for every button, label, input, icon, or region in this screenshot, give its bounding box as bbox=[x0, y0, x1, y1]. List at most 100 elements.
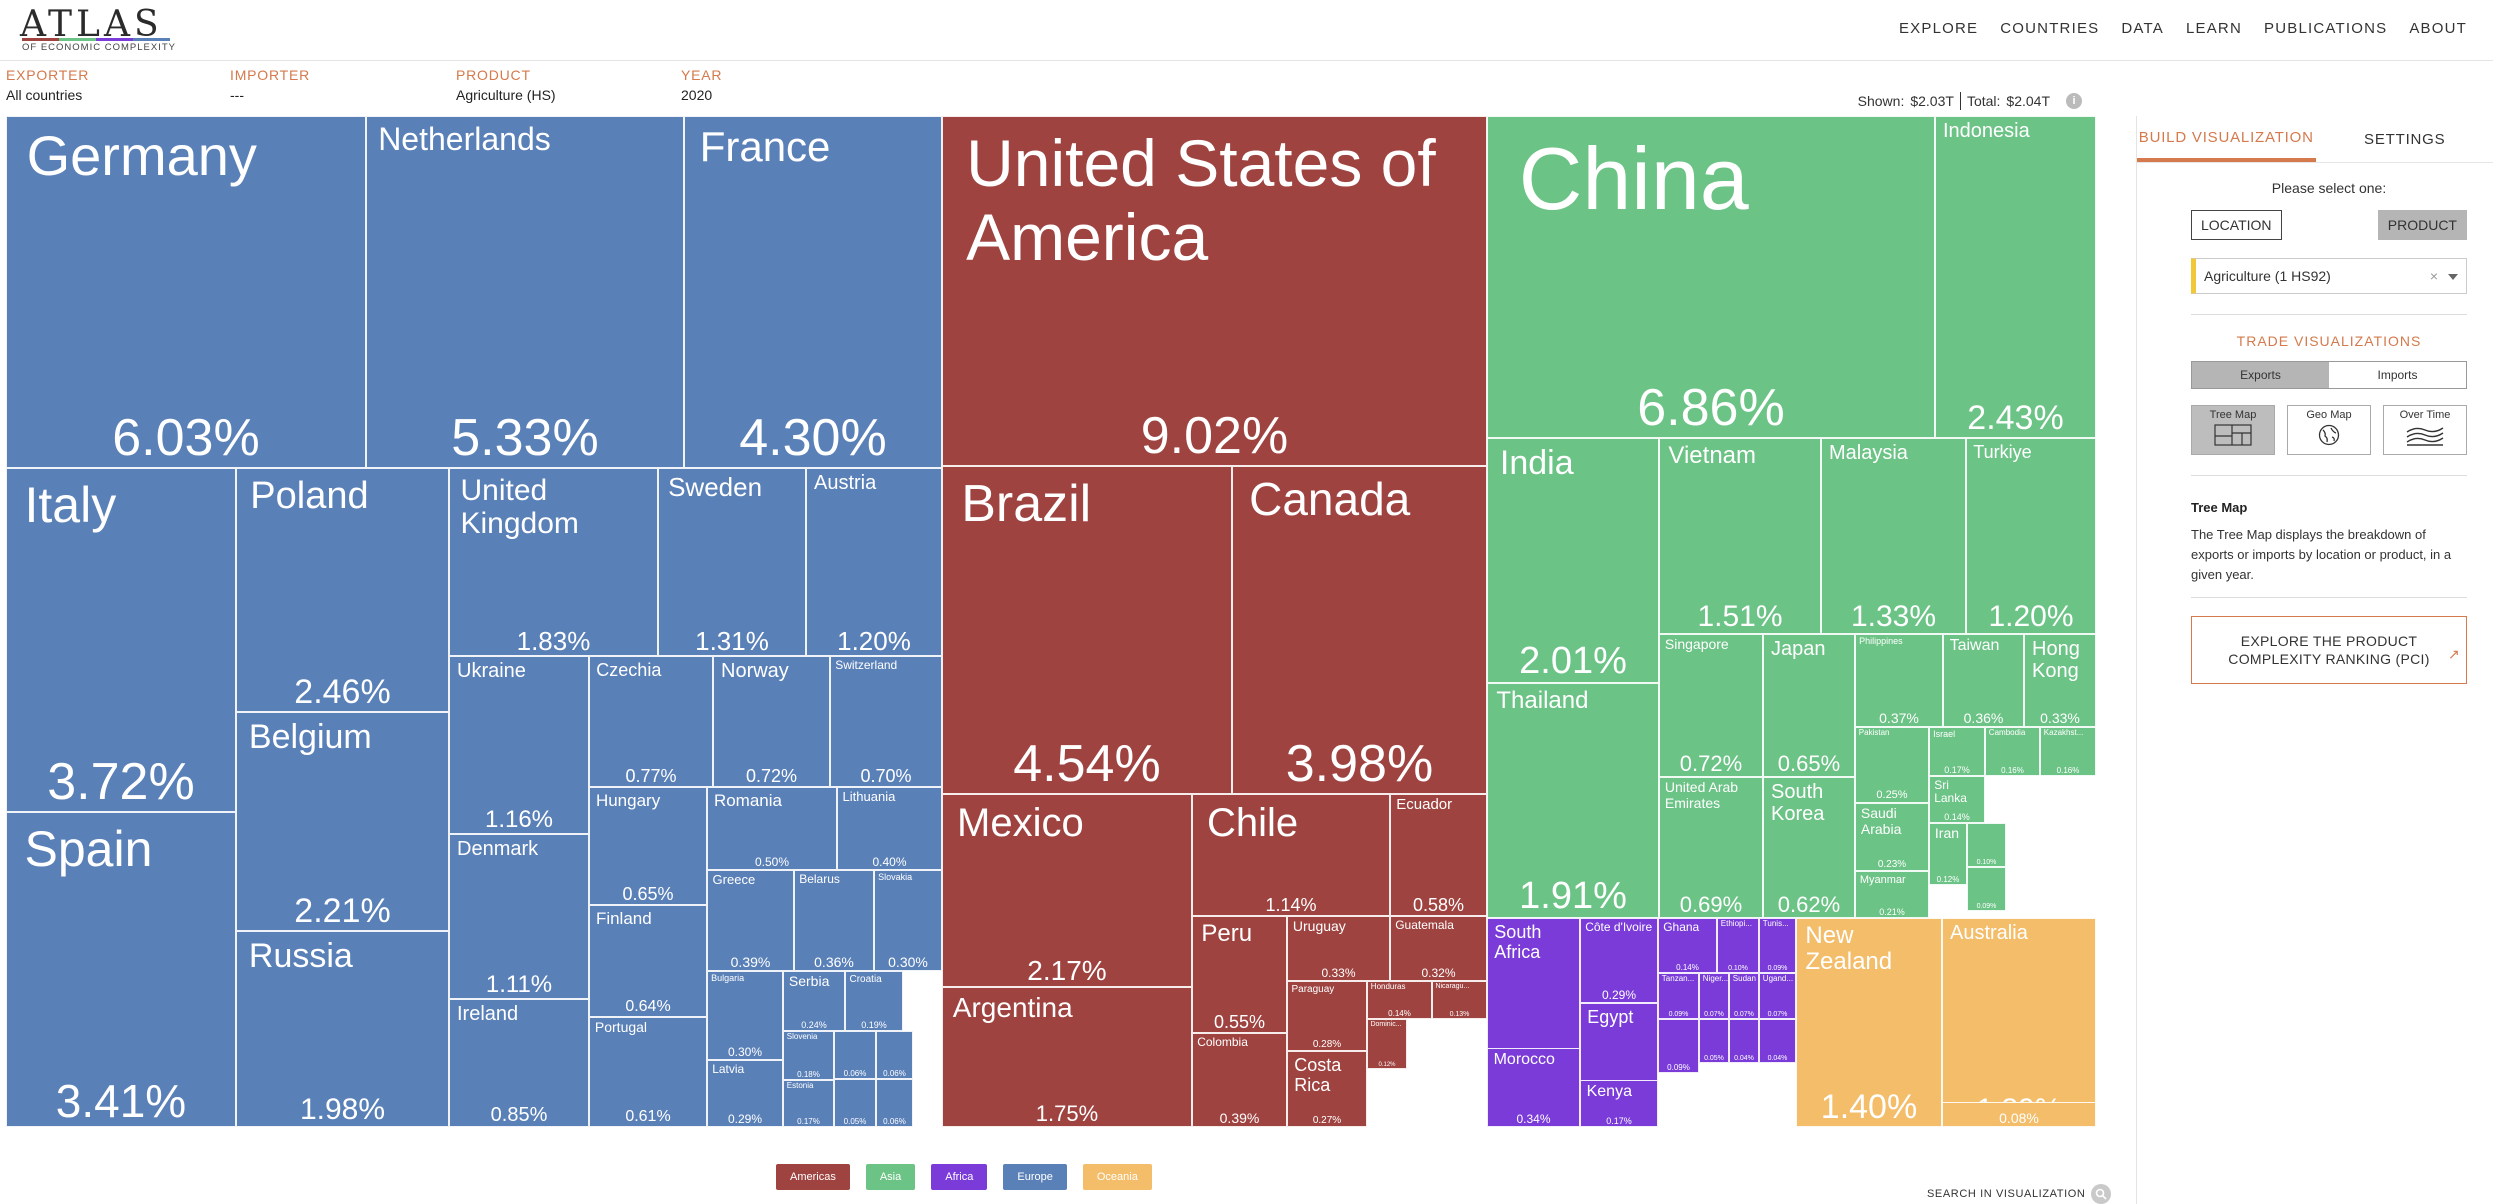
treemap-cell-slovakia[interactable]: Slovakia 0.30% bbox=[874, 870, 942, 971]
treemap-cell-finland[interactable]: Finland 0.64% bbox=[589, 905, 707, 1017]
treemap-cell-germany[interactable]: Germany 6.03% bbox=[6, 116, 366, 468]
treemap-cell-latvia[interactable]: Latvia 0.29% bbox=[707, 1060, 783, 1127]
atlas-logo[interactable]: ATLAS OF ECONOMIC COMPLEXITY bbox=[18, 4, 178, 54]
treemap-cell-minor-87[interactable]: 0.05% bbox=[1699, 1019, 1729, 1063]
treemap-cell-ghana[interactable]: Ghana 0.14% bbox=[1658, 918, 1717, 973]
treemap-cell-dominic[interactable]: Dominic... 0.12% bbox=[1367, 1019, 1407, 1069]
treemap-cell-serbia[interactable]: Serbia 0.24% bbox=[783, 971, 845, 1031]
treemap-cell-united-kingdom[interactable]: United Kingdom 1.83% bbox=[449, 468, 658, 656]
treemap-cell-paraguay[interactable]: Paraguay 0.28% bbox=[1287, 981, 1367, 1051]
nav-learn[interactable]: LEARN bbox=[2185, 20, 2242, 37]
treemap-cell-denmark[interactable]: Denmark 1.11% bbox=[449, 834, 589, 999]
treemap-cell-united-arab-emirates[interactable]: United Arab Emirates 0.69% bbox=[1659, 777, 1763, 918]
legend-oceania[interactable]: Oceania bbox=[1082, 1164, 1152, 1190]
chevron-down-icon[interactable] bbox=[2448, 274, 2458, 280]
treemap-cell-turkiye[interactable]: Turkiye 1.20% bbox=[1966, 438, 2096, 634]
imports-toggle[interactable]: Imports bbox=[2377, 368, 2418, 382]
treemap-cell-cambodia[interactable]: Cambodia 0.16% bbox=[1985, 727, 2040, 776]
treemap-cell-minor-89[interactable]: 0.04% bbox=[1759, 1019, 1796, 1063]
overtime-viz-button[interactable]: Over Time bbox=[2383, 405, 2467, 455]
treemap-cell-kenya[interactable]: Kenya 0.17% bbox=[1580, 1080, 1658, 1127]
treemap-cell-c-te-d-ivoire[interactable]: Côte d'Ivoire 0.29% bbox=[1580, 918, 1658, 1003]
product-button[interactable]: PRODUCT bbox=[2377, 210, 2467, 240]
treemap-cell-uruguay[interactable]: Uruguay 0.33% bbox=[1287, 916, 1390, 981]
treemap-cell-tanzan[interactable]: Tanzan... 0.09% bbox=[1658, 973, 1699, 1019]
treemap-cell-minor-33[interactable]: 0.05% bbox=[834, 1079, 876, 1127]
treemap-cell-ecuador[interactable]: Ecuador 0.58% bbox=[1390, 794, 1487, 916]
treemap-cell-minor-34[interactable]: 0.06% bbox=[876, 1079, 913, 1127]
treemap-cell-france[interactable]: France 4.30% bbox=[684, 116, 942, 468]
treemap-cell-hong-kong[interactable]: Hong Kong 0.33% bbox=[2024, 634, 2096, 727]
clear-icon[interactable]: × bbox=[2429, 268, 2438, 284]
treemap-cell-israel[interactable]: Israel 0.17% bbox=[1929, 727, 1985, 776]
treemap-cell-tunis[interactable]: Tunis... 0.09% bbox=[1759, 918, 1796, 973]
legend-asia[interactable]: Asia bbox=[865, 1164, 916, 1190]
treemap-cell-india[interactable]: India 2.01% bbox=[1487, 438, 1659, 683]
treemap-cell-philippines[interactable]: Philippines 0.37% bbox=[1855, 634, 1943, 727]
treemap-cell-egypt[interactable]: Egypt0.28% bbox=[1580, 1003, 1658, 1095]
treemap-cell-taiwan[interactable]: Taiwan 0.36% bbox=[1943, 634, 2024, 727]
treemap-cell-ireland[interactable]: Ireland 0.85% bbox=[449, 999, 589, 1127]
treemap-cell-peru[interactable]: Peru 0.55% bbox=[1192, 916, 1287, 1033]
treemap-cell-myanmar[interactable]: Myanmar 0.21% bbox=[1855, 871, 1929, 918]
treemap-cell-minor-93[interactable]: 0.08% bbox=[1942, 1102, 2096, 1127]
geomap-viz-button[interactable]: Geo Map bbox=[2287, 405, 2371, 455]
treemap-cell-costa-rica[interactable]: Costa Rica 0.27% bbox=[1287, 1051, 1367, 1127]
treemap-cell-hungary[interactable]: Hungary 0.65% bbox=[589, 787, 707, 905]
treemap-cell-minor-88[interactable]: 0.04% bbox=[1729, 1019, 1759, 1063]
legend-europe[interactable]: Europe bbox=[1003, 1164, 1067, 1190]
treemap-cell-italy[interactable]: Italy 3.72% bbox=[6, 468, 236, 812]
tab-settings[interactable]: SETTINGS bbox=[2364, 130, 2446, 148]
product-value[interactable]: Agriculture (HS) bbox=[456, 87, 556, 103]
nav-data[interactable]: DATA bbox=[2121, 20, 2164, 37]
treemap-cell-minor-90[interactable]: 0.09% bbox=[1658, 1019, 1699, 1073]
explore-pci-button[interactable]: EXPLORE THE PRODUCT COMPLEXITY RANKING (… bbox=[2191, 616, 2467, 684]
treemap-cell-nicaragu[interactable]: Nicaragu... 0.13% bbox=[1432, 981, 1487, 1019]
treemap-cell-pakistan[interactable]: Pakistan 0.25% bbox=[1855, 727, 1929, 803]
exporter-value[interactable]: All countries bbox=[6, 87, 83, 103]
treemap-viz-button[interactable]: Tree Map bbox=[2191, 405, 2275, 455]
treemap-cell-argentina[interactable]: Argentina 1.75% bbox=[942, 987, 1192, 1127]
treemap-cell-portugal[interactable]: Portugal 0.61% bbox=[589, 1017, 707, 1127]
legend-africa[interactable]: Africa bbox=[931, 1164, 988, 1190]
year-filter[interactable]: YEAR 2020 bbox=[681, 67, 722, 103]
treemap-cell-mexico[interactable]: Mexico 2.17% bbox=[942, 794, 1192, 987]
info-icon[interactable]: i bbox=[2066, 93, 2082, 109]
treemap-cell-croatia[interactable]: Croatia 0.19% bbox=[845, 971, 903, 1031]
treemap-cell-russia[interactable]: Russia 1.98% bbox=[236, 931, 449, 1127]
treemap-cell-colombia[interactable]: Colombia 0.39% bbox=[1192, 1033, 1287, 1127]
treemap-cell-poland[interactable]: Poland 2.46% bbox=[236, 468, 449, 712]
treemap-cell-ukraine[interactable]: Ukraine 1.16% bbox=[449, 656, 589, 834]
legend-americas[interactable]: Americas bbox=[776, 1164, 850, 1190]
treemap-cell-malaysia[interactable]: Malaysia 1.33% bbox=[1821, 438, 1966, 634]
importer-value[interactable]: --- bbox=[230, 87, 244, 103]
treemap-cell-bulgaria[interactable]: Bulgaria 0.30% bbox=[707, 971, 783, 1060]
importer-filter[interactable]: IMPORTER --- bbox=[230, 67, 310, 103]
treemap-cell-belgium[interactable]: Belgium 2.21% bbox=[236, 712, 449, 931]
treemap-cell-canada[interactable]: Canada 3.98% bbox=[1232, 466, 1487, 794]
tab-build-visualization[interactable]: BUILD VISUALIZATION bbox=[2137, 116, 2316, 162]
exporter-filter[interactable]: EXPORTER All countries bbox=[6, 67, 89, 103]
treemap-cell-chile[interactable]: Chile 1.14% bbox=[1192, 794, 1390, 916]
exports-toggle[interactable]: Exports bbox=[2192, 362, 2329, 388]
treemap-cell-singapore[interactable]: Singapore 0.72% bbox=[1659, 634, 1763, 777]
product-filter[interactable]: PRODUCT Agriculture (HS) bbox=[456, 67, 556, 103]
treemap-cell-slovenia[interactable]: Slovenia 0.18% bbox=[783, 1031, 834, 1080]
treemap-cell-united-states-of-america[interactable]: United States of America 9.02% bbox=[942, 116, 1487, 466]
treemap-cell-ethiopi[interactable]: Ethiopi... 0.10% bbox=[1717, 918, 1759, 973]
treemap-cell-estonia[interactable]: Estonia 0.17% bbox=[783, 1080, 834, 1127]
treemap-cell-minor-74[interactable]: 0.09% bbox=[1967, 867, 2006, 911]
treemap-cell-norway[interactable]: Norway 0.72% bbox=[713, 656, 830, 787]
nav-countries[interactable]: COUNTRIES bbox=[2000, 20, 2100, 37]
treemap-cell-czechia[interactable]: Czechia 0.77% bbox=[589, 656, 713, 787]
treemap-cell-sri-lanka[interactable]: Sri Lanka 0.14% bbox=[1929, 776, 1985, 823]
treemap-cell-austria[interactable]: Austria 1.20% bbox=[806, 468, 942, 656]
search-in-visualization[interactable]: SEARCH IN VISUALIZATION bbox=[1927, 1184, 2112, 1204]
nav-explore[interactable]: EXPLORE bbox=[1898, 20, 1979, 37]
treemap-cell-vietnam[interactable]: Vietnam 1.51% bbox=[1659, 438, 1821, 634]
treemap-cell-minor-32[interactable]: 0.06% bbox=[876, 1031, 913, 1079]
treemap-cell-greece[interactable]: Greece 0.39% bbox=[707, 870, 794, 971]
treemap-cell-south-korea[interactable]: South Korea 0.62% bbox=[1763, 777, 1855, 918]
treemap-cell-sweden[interactable]: Sweden 1.31% bbox=[658, 468, 806, 656]
nav-about[interactable]: ABOUT bbox=[2409, 20, 2467, 37]
